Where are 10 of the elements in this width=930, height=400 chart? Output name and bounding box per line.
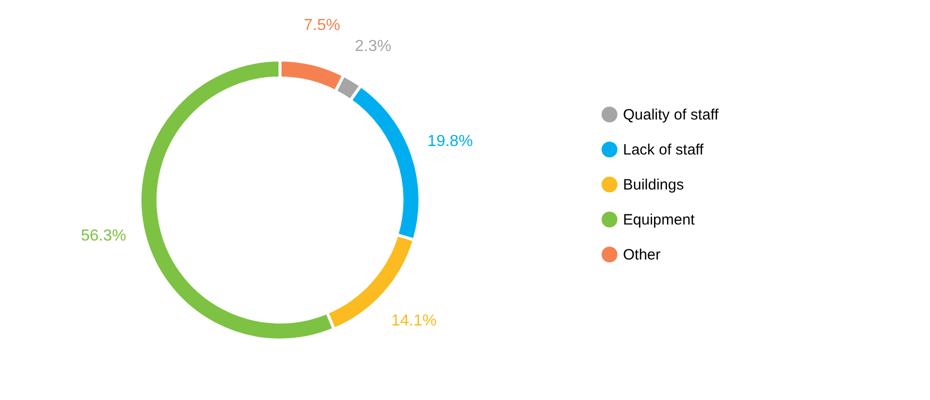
data-label: 14.1% xyxy=(391,312,437,330)
data-label: 2.3% xyxy=(354,38,392,55)
data-label: 7.5% xyxy=(304,16,340,34)
legend-label: Lack of staff xyxy=(623,142,704,158)
legend-label: Buildings xyxy=(623,176,684,194)
data-label: 56.3% xyxy=(80,227,126,244)
legend-label: Equipment xyxy=(623,212,696,228)
legend-label: Quality of staff xyxy=(623,106,720,124)
data-label: 19.8% xyxy=(427,133,473,150)
legend-label: Other xyxy=(623,246,661,264)
